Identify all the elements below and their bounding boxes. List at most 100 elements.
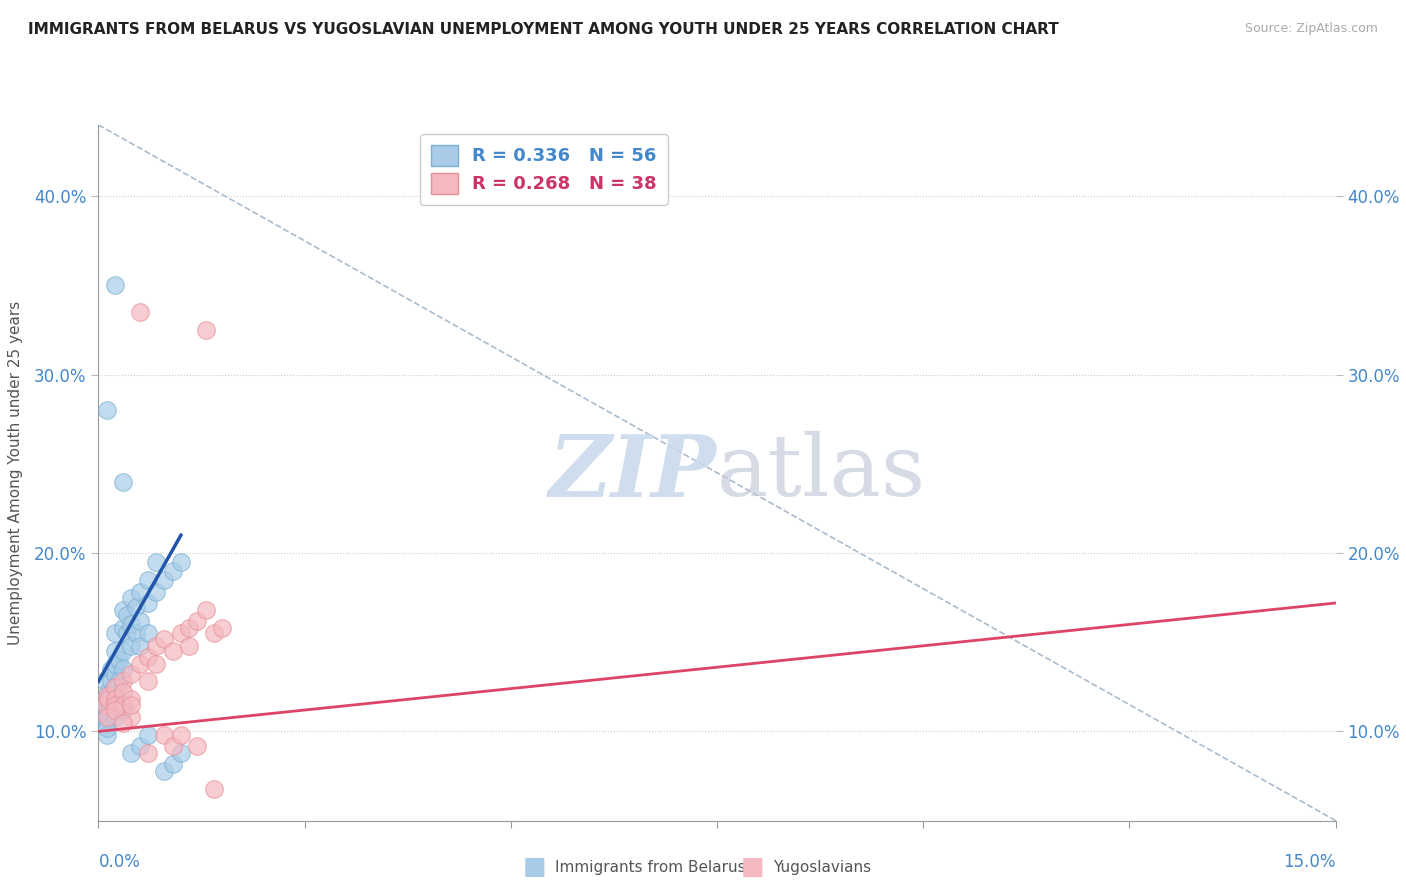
Point <box>112 674 135 689</box>
Point <box>96 403 118 417</box>
Point <box>96 710 118 724</box>
Text: Yugoslavians: Yugoslavians <box>773 860 872 874</box>
Point <box>128 657 150 671</box>
Point <box>94 674 117 689</box>
Point <box>104 698 127 712</box>
Point <box>170 555 193 569</box>
Point <box>120 639 142 653</box>
Point <box>96 692 118 706</box>
Point <box>96 703 118 717</box>
Point <box>104 710 127 724</box>
Point <box>136 573 159 587</box>
Point <box>162 756 184 771</box>
Legend: R = 0.336   N = 56, R = 0.268   N = 38: R = 0.336 N = 56, R = 0.268 N = 38 <box>420 134 668 204</box>
Point <box>94 710 117 724</box>
Point <box>128 739 150 753</box>
Point <box>120 692 142 706</box>
Point <box>96 728 118 742</box>
Point <box>104 680 127 694</box>
Point <box>136 674 159 689</box>
Point <box>104 644 127 658</box>
Point <box>112 621 135 635</box>
Point <box>170 626 193 640</box>
Point <box>145 639 167 653</box>
Y-axis label: Unemployment Among Youth under 25 years: Unemployment Among Youth under 25 years <box>8 301 22 645</box>
Point <box>100 674 122 689</box>
Point <box>104 278 127 293</box>
Point <box>128 614 150 628</box>
Text: 15.0%: 15.0% <box>1284 853 1336 871</box>
Point <box>112 603 135 617</box>
Point <box>128 639 150 653</box>
Point <box>97 698 120 712</box>
Point <box>120 591 142 605</box>
Point <box>170 746 193 760</box>
Point <box>124 626 146 640</box>
Text: IMMIGRANTS FROM BELARUS VS YUGOSLAVIAN UNEMPLOYMENT AMONG YOUTH UNDER 25 YEARS C: IMMIGRANTS FROM BELARUS VS YUGOSLAVIAN U… <box>28 22 1059 37</box>
Point <box>120 746 142 760</box>
Point <box>94 698 117 712</box>
Text: 0.0%: 0.0% <box>98 853 141 871</box>
Text: ZIP: ZIP <box>550 431 717 515</box>
Point <box>194 323 217 337</box>
Point <box>179 621 201 635</box>
Point <box>100 662 122 676</box>
Point <box>136 596 159 610</box>
Point <box>120 710 142 724</box>
Point <box>136 626 159 640</box>
Text: Source: ZipAtlas.com: Source: ZipAtlas.com <box>1244 22 1378 36</box>
Point <box>128 305 150 319</box>
Point <box>112 644 135 658</box>
Point <box>104 680 127 694</box>
Point <box>136 728 159 742</box>
Point <box>97 692 120 706</box>
Point <box>120 698 142 712</box>
Text: ■: ■ <box>741 855 763 879</box>
Point <box>124 599 146 614</box>
Point <box>170 728 193 742</box>
Text: atlas: atlas <box>717 431 927 515</box>
Point <box>104 657 127 671</box>
Point <box>112 703 135 717</box>
Point <box>112 662 135 676</box>
Point <box>179 639 201 653</box>
Point <box>194 603 217 617</box>
Point <box>153 632 176 646</box>
Text: ■: ■ <box>523 855 546 879</box>
Point <box>117 626 139 640</box>
Point <box>128 585 150 599</box>
Point <box>145 657 167 671</box>
Point <box>136 649 159 664</box>
Point <box>153 728 176 742</box>
Point <box>153 764 176 778</box>
Point <box>136 746 159 760</box>
Point <box>96 689 118 703</box>
Point <box>120 667 142 681</box>
Point <box>112 698 135 712</box>
Point <box>104 626 127 640</box>
Point <box>162 564 184 578</box>
Point <box>104 703 127 717</box>
Point <box>96 715 118 730</box>
Point <box>211 621 233 635</box>
Point <box>104 692 127 706</box>
Point <box>120 617 142 632</box>
Point <box>202 781 225 796</box>
Point <box>108 674 131 689</box>
Point <box>145 585 167 599</box>
Point <box>112 475 135 489</box>
Point <box>186 614 208 628</box>
Point <box>96 689 118 703</box>
Point <box>112 715 135 730</box>
Text: Immigrants from Belarus: Immigrants from Belarus <box>555 860 747 874</box>
Point <box>145 555 167 569</box>
Point <box>104 667 127 681</box>
Point <box>100 692 122 706</box>
Point <box>153 573 176 587</box>
Point <box>202 626 225 640</box>
Point <box>117 608 139 623</box>
Point <box>162 739 184 753</box>
Point <box>162 644 184 658</box>
Point <box>96 721 118 735</box>
Point <box>112 685 135 699</box>
